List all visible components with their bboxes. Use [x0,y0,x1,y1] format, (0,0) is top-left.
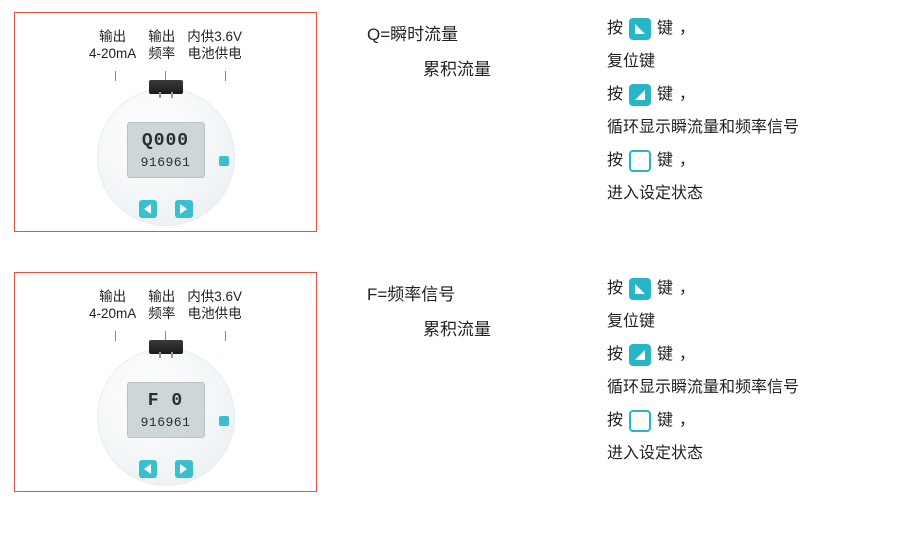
device-panel-2: 输出 4-20mA 输出 频率 内供3.6V 电池供电 F 0 916961 [14,272,317,492]
next-key-icon [629,18,651,40]
instr2-press-enter: 按 键， [607,410,799,432]
instr2-enter-setting: 进入设定状态 [607,446,799,462]
formula-col-2: F=频率信号 累积流量 [367,272,577,340]
prev-key-icon [629,344,651,366]
instr2-reset: 复位键 [607,314,799,330]
panel1-label-output-current: 输出 4-20mA [89,29,136,63]
device1-connector [149,80,183,94]
panel1-label-power: 内供3.6V 电池供电 [187,29,242,63]
row-1: 输出 4-20mA 输出 频率 内供3.6V 电池供电 Q000 916961 [14,12,894,232]
instr1-press-prev: 按 键， [607,84,799,106]
formula2-line1: F=频率信号 [367,280,577,305]
device1-lcd-line1: Q000 [142,131,189,151]
device-face-2: F 0 916961 [97,348,235,486]
device1-lcd-line2: 916961 [141,155,191,170]
formula1-line1: Q=瞬时流量 [367,20,577,45]
instr2-press-next: 按 键， [607,278,799,300]
device1-lcd: Q000 916961 [127,122,205,178]
device2-side-button[interactable] [219,416,229,426]
device1-side-button[interactable] [219,156,229,166]
next-key-icon [629,278,651,300]
device2-lcd-line2: 916961 [141,415,191,430]
instr1-press-enter: 按 键， [607,150,799,172]
formula2-line2: 累积流量 [367,315,577,340]
instr1-reset: 复位键 [607,54,799,70]
panel2-label-output-current: 输出 4-20mA [89,289,136,323]
instructions-1: 按 键， 复位键 按 键， 循环显示瞬流量和频率信号 按 键， 进入设定状态 [607,12,799,216]
enter-key-icon [629,410,651,432]
enter-key-icon [629,150,651,172]
prev-key-icon [629,84,651,106]
panel2-label-output-freq: 输出 频率 [148,289,175,323]
device-panel-1: 输出 4-20mA 输出 频率 内供3.6V 电池供电 Q000 916961 [14,12,317,232]
device1-button-right[interactable] [175,200,193,218]
instr1-enter-setting: 进入设定状态 [607,186,799,202]
formula1-line2: 累积流量 [367,55,577,80]
instr1-loop: 循环显示瞬流量和频率信号 [607,120,799,136]
device-face-1: Q000 916961 [97,88,235,226]
device2-button-right[interactable] [175,460,193,478]
instructions-2: 按 键， 复位键 按 键， 循环显示瞬流量和频率信号 按 键， 进入设定状态 [607,272,799,476]
panel1-label-output-freq: 输出 频率 [148,29,175,63]
panel2-label-power: 内供3.6V 电池供电 [187,289,242,323]
device2-lcd-line1: F 0 [148,391,183,411]
device2-lcd: F 0 916961 [127,382,205,438]
instr2-loop: 循环显示瞬流量和频率信号 [607,380,799,396]
instr2-press-prev: 按 键， [607,344,799,366]
device1-button-left[interactable] [139,200,157,218]
device2-connector [149,340,183,354]
device2-button-left[interactable] [139,460,157,478]
instr1-press-next: 按 键， [607,18,799,40]
row-2: 输出 4-20mA 输出 频率 内供3.6V 电池供电 F 0 916961 [14,272,894,492]
formula-col-1: Q=瞬时流量 累积流量 [367,12,577,80]
